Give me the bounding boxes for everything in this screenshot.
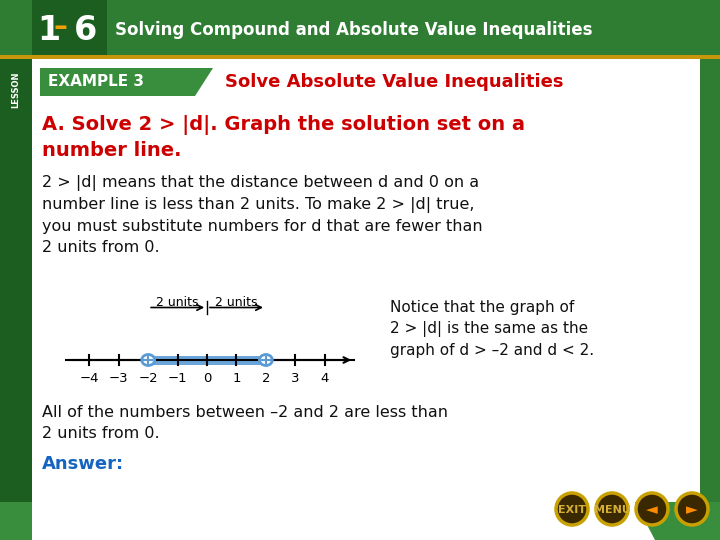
Text: Solving Compound and Absolute Value Inequalities: Solving Compound and Absolute Value Ineq… (115, 21, 593, 39)
Bar (32, 59, 700, 502)
Text: −2: −2 (138, 373, 158, 386)
Bar (0, 0, 32, 540)
Text: A. Solve 2 > |d|. Graph the solution set on a
number line.: A. Solve 2 > |d|. Graph the solution set… (42, 115, 525, 160)
Bar (0, 55, 720, 59)
Circle shape (259, 354, 272, 366)
Text: 4: 4 (320, 373, 329, 386)
Bar (0, 0, 720, 55)
Text: 2 > |d| means that the distance between d and 0 on a
number line is less than 2 : 2 > |d| means that the distance between … (42, 175, 482, 255)
Text: 1: 1 (233, 373, 240, 386)
Text: 2 units: 2 units (215, 296, 258, 309)
Text: ◄: ◄ (646, 503, 658, 517)
Text: –: – (53, 13, 67, 41)
Polygon shape (195, 68, 213, 96)
Text: All of the numbers between –2 and 2 are less than
2 units from 0.: All of the numbers between –2 and 2 are … (42, 405, 448, 441)
Polygon shape (32, 502, 655, 540)
Text: 2: 2 (261, 373, 270, 386)
Text: −4: −4 (80, 373, 99, 386)
Text: Solve Absolute Value Inequalities: Solve Absolute Value Inequalities (225, 73, 564, 91)
Bar (40, 68, 195, 96)
Text: 1: 1 (37, 14, 60, 46)
Circle shape (142, 354, 155, 366)
Text: 0: 0 (203, 373, 211, 386)
Text: Answer:: Answer: (42, 455, 124, 473)
Text: −3: −3 (109, 373, 129, 386)
Bar (32, 0, 107, 55)
Bar (700, 59, 720, 502)
Bar (0, 502, 720, 540)
Text: Notice that the graph of
2 > |d| is the same as the
graph of d > –2 and d < 2.: Notice that the graph of 2 > |d| is the … (390, 300, 594, 358)
Text: LESSON: LESSON (12, 72, 20, 108)
Text: 6: 6 (74, 14, 97, 46)
Text: ►: ► (686, 503, 698, 517)
Text: −1: −1 (168, 373, 187, 386)
Text: EXAMPLE 3: EXAMPLE 3 (48, 75, 144, 90)
Bar (148, 355, 266, 364)
Text: EXIT: EXIT (558, 505, 586, 515)
Circle shape (636, 493, 668, 525)
Circle shape (596, 493, 628, 525)
Text: 3: 3 (291, 373, 300, 386)
Text: MENU: MENU (593, 505, 631, 515)
Text: 2 units: 2 units (156, 296, 199, 309)
Circle shape (556, 493, 588, 525)
Circle shape (676, 493, 708, 525)
